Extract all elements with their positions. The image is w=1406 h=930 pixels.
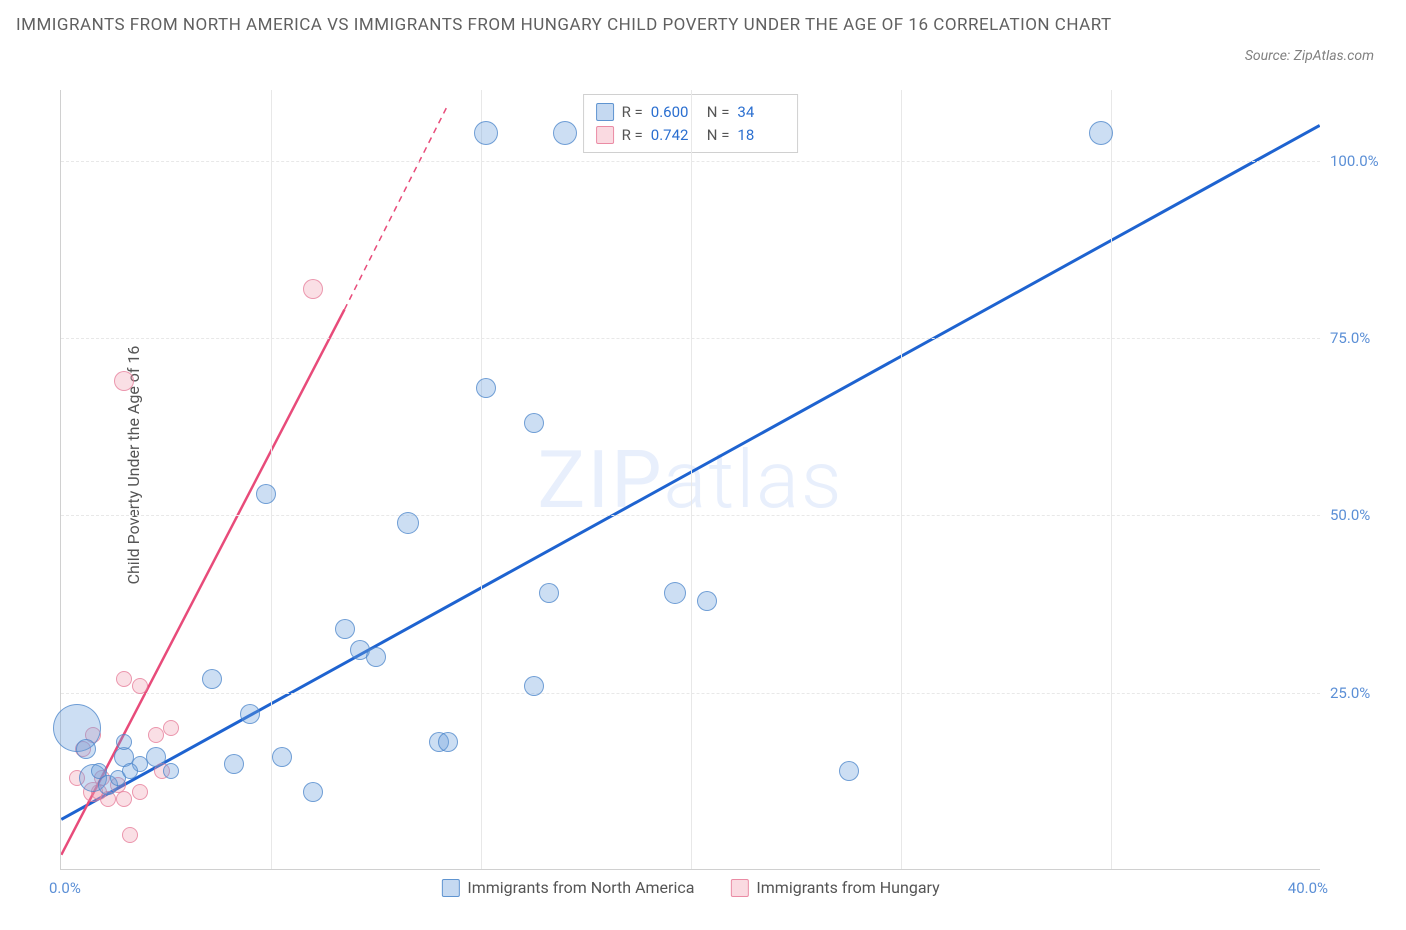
x-tick-label: 0.0% xyxy=(49,879,81,897)
x-tick-label: 40.0% xyxy=(1288,879,1328,897)
data-point-pink xyxy=(303,279,323,299)
data-point-blue xyxy=(76,739,96,759)
source-attribution: Source: ZipAtlas.com xyxy=(1245,48,1374,64)
data-point-blue xyxy=(335,619,355,639)
r-label: R = xyxy=(622,124,643,147)
data-point-blue xyxy=(1089,121,1113,145)
data-point-blue xyxy=(240,704,260,724)
legend-swatch-pink xyxy=(596,126,614,144)
data-point-blue xyxy=(524,413,544,433)
series-legend: Immigrants from North America Immigrants … xyxy=(441,878,939,897)
data-point-blue xyxy=(272,747,292,767)
data-point-blue xyxy=(438,732,458,752)
n-value: 18 xyxy=(737,124,785,147)
data-point-pink xyxy=(116,791,132,807)
data-point-blue xyxy=(116,734,132,750)
data-point-blue xyxy=(91,763,107,779)
data-point-blue xyxy=(664,582,686,604)
legend-swatch-pink xyxy=(730,879,748,897)
data-point-blue xyxy=(474,121,498,145)
data-point-blue xyxy=(202,669,222,689)
y-tick-label: 100.0% xyxy=(1330,152,1390,170)
chart-plot-area: ZIPatlas R =0.600N =34R =0.742N =18 Immi… xyxy=(60,90,1320,870)
legend-swatch-blue xyxy=(596,103,614,121)
series-label: Immigrants from Hungary xyxy=(756,878,939,897)
data-point-blue xyxy=(303,782,323,802)
data-point-blue xyxy=(553,121,577,145)
gridline-vertical xyxy=(1111,90,1112,869)
gridline-vertical xyxy=(691,90,692,869)
n-label: N = xyxy=(707,124,730,147)
data-point-blue xyxy=(146,747,166,767)
series-label: Immigrants from North America xyxy=(467,878,694,897)
data-point-blue xyxy=(224,754,244,774)
data-point-blue xyxy=(256,484,276,504)
data-point-pink xyxy=(132,678,148,694)
y-tick-label: 50.0% xyxy=(1330,506,1390,524)
data-point-blue xyxy=(163,763,179,779)
y-tick-label: 25.0% xyxy=(1330,684,1390,702)
data-point-blue xyxy=(397,512,419,534)
data-point-pink xyxy=(122,827,138,843)
gridline-vertical xyxy=(901,90,902,869)
data-point-pink xyxy=(114,371,134,391)
n-label: N = xyxy=(707,101,730,124)
gridline-vertical xyxy=(481,90,482,869)
data-point-pink xyxy=(132,784,148,800)
data-point-blue xyxy=(839,761,859,781)
data-point-pink xyxy=(163,720,179,736)
data-point-blue xyxy=(122,763,138,779)
data-point-pink xyxy=(148,727,164,743)
legend-swatch-blue xyxy=(441,879,459,897)
data-point-blue xyxy=(366,647,386,667)
data-point-blue xyxy=(539,583,559,603)
chart-title: IMMIGRANTS FROM NORTH AMERICA VS IMMIGRA… xyxy=(16,12,1112,39)
data-point-blue xyxy=(476,378,496,398)
data-point-blue xyxy=(697,591,717,611)
series-legend-item: Immigrants from Hungary xyxy=(730,878,939,897)
r-label: R = xyxy=(622,101,643,124)
data-point-blue xyxy=(524,676,544,696)
series-legend-item: Immigrants from North America xyxy=(441,878,694,897)
data-point-pink xyxy=(116,671,132,687)
y-tick-label: 75.0% xyxy=(1330,329,1390,347)
n-value: 34 xyxy=(737,101,785,124)
